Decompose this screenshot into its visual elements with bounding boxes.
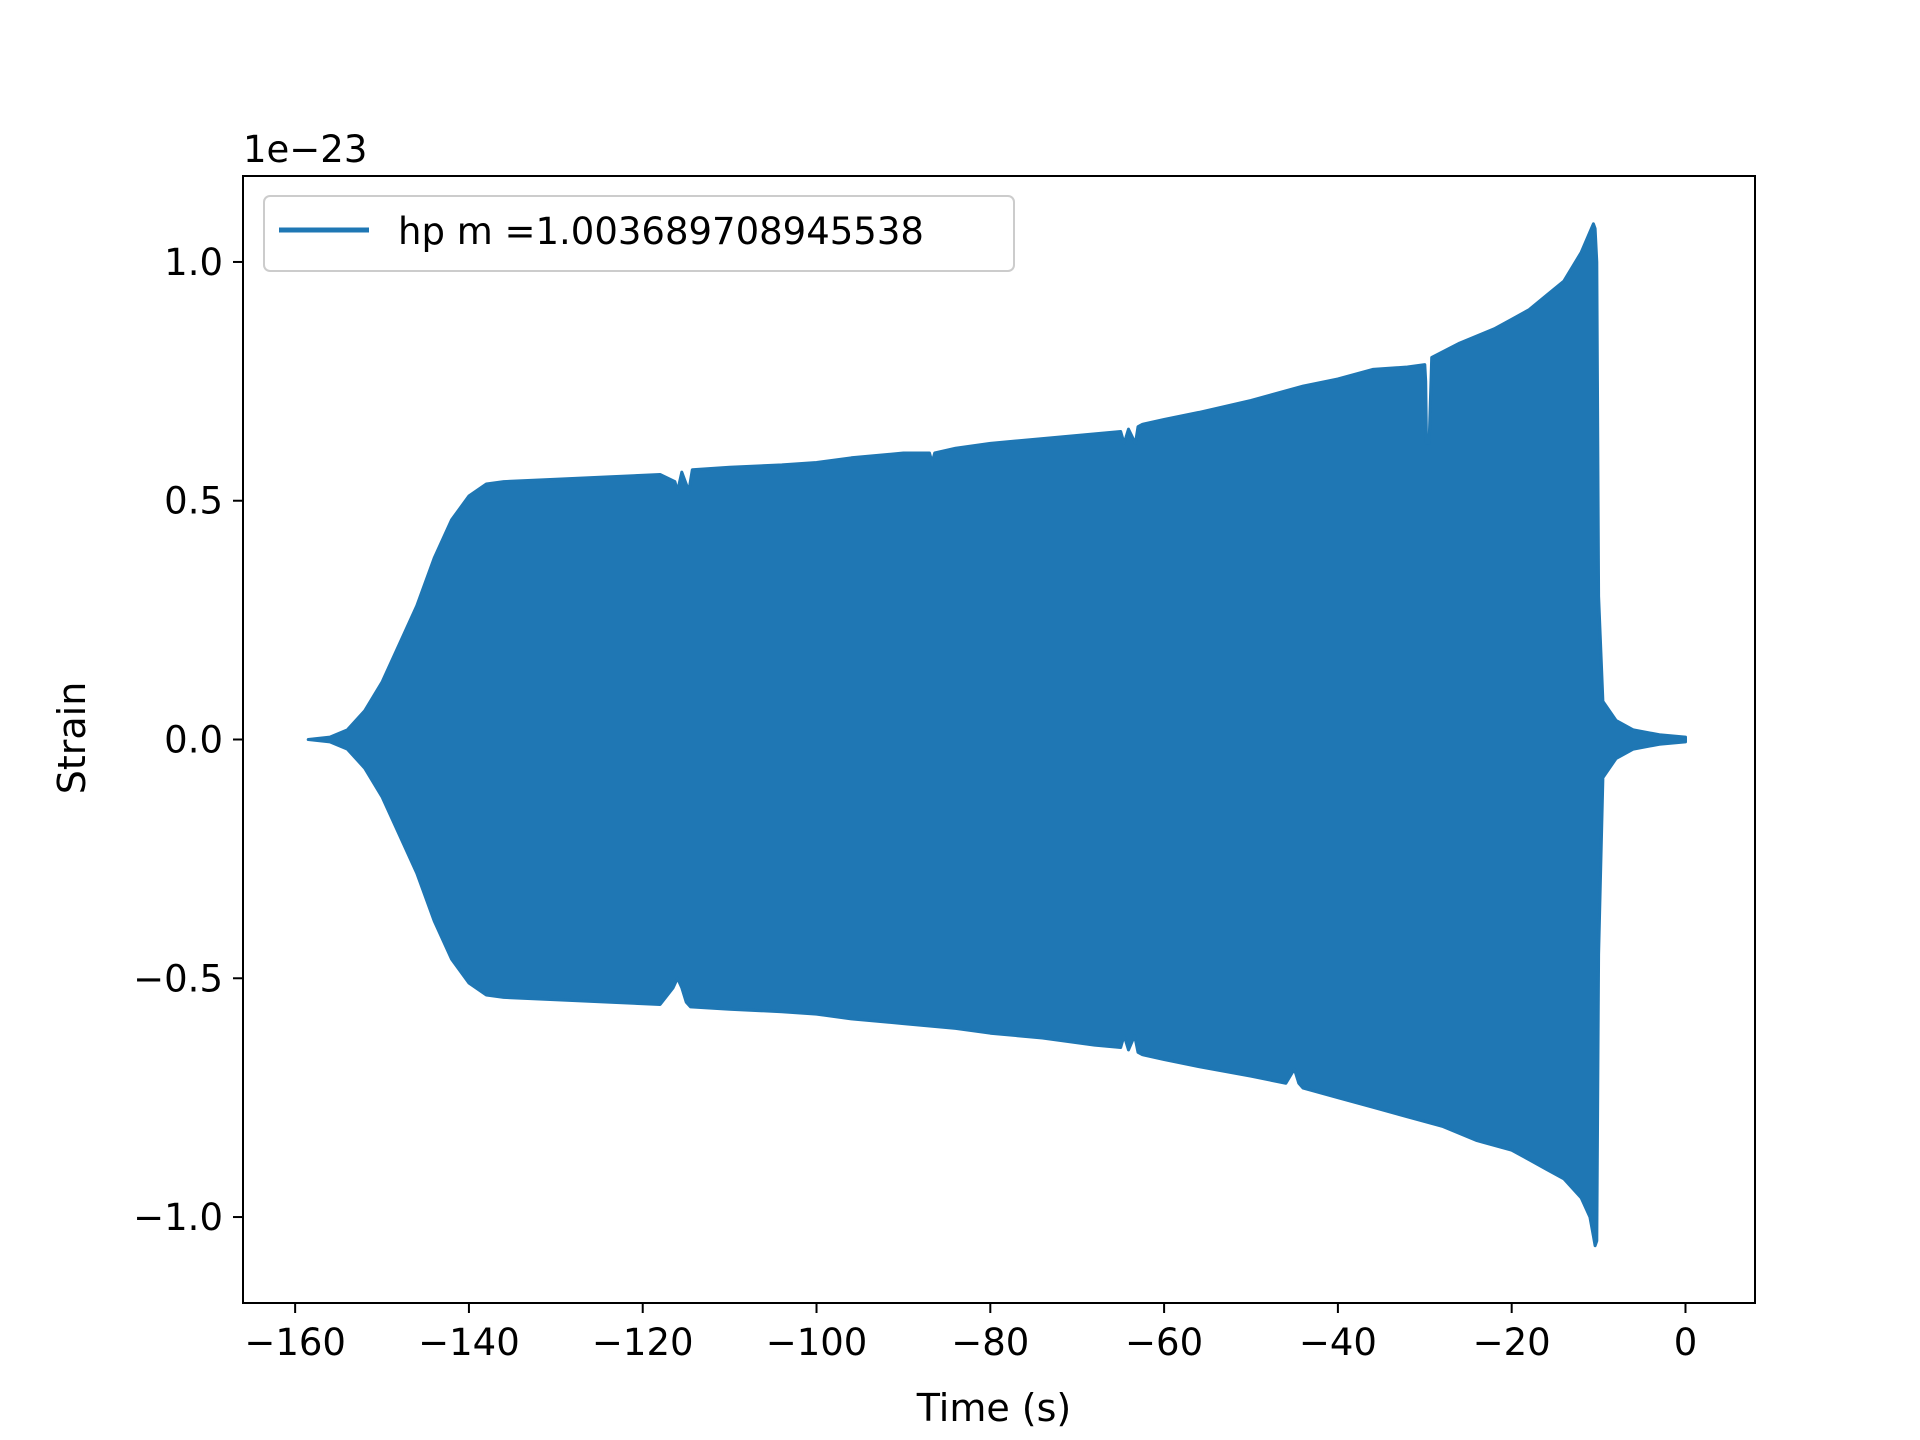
legend: hp m =1.003689708945538: [263, 195, 1015, 272]
x-axis-label: Time (s): [916, 1386, 1072, 1430]
plot-area: [242, 175, 1756, 1304]
y-tick-label: 0.0: [164, 719, 223, 762]
y-axis-label: Strain: [50, 682, 94, 795]
x-tick-label: −60: [1125, 1321, 1203, 1364]
x-axis: −160 −140 −120 −100 −80 −60 −40 −20 0: [244, 1303, 1697, 1364]
series-layer: [306, 222, 1687, 1248]
x-tick-label: −100: [766, 1321, 868, 1364]
x-tick-label: −20: [1473, 1321, 1551, 1364]
x-tick-label: −80: [951, 1321, 1029, 1364]
series-0-waveform: [306, 222, 1687, 1248]
y-tick-label: 0.5: [164, 480, 223, 523]
x-tick-label: −160: [244, 1321, 346, 1364]
legend-label: hp m =1.003689708945538: [398, 210, 924, 253]
legend-box: [263, 195, 1015, 272]
y-axis: 1.0 0.5 0.0 −0.5 −1.0: [133, 241, 243, 1239]
y-axis-offset-label: 1e−23: [243, 128, 367, 171]
x-tick-label: −40: [1299, 1321, 1377, 1364]
y-tick-label: −0.5: [133, 957, 223, 1000]
y-tick-label: −1.0: [133, 1196, 223, 1239]
y-tick-label: 1.0: [164, 241, 223, 284]
x-tick-label: −140: [418, 1321, 520, 1364]
x-tick-label: −120: [592, 1321, 694, 1364]
x-tick-label: 0: [1674, 1321, 1698, 1364]
